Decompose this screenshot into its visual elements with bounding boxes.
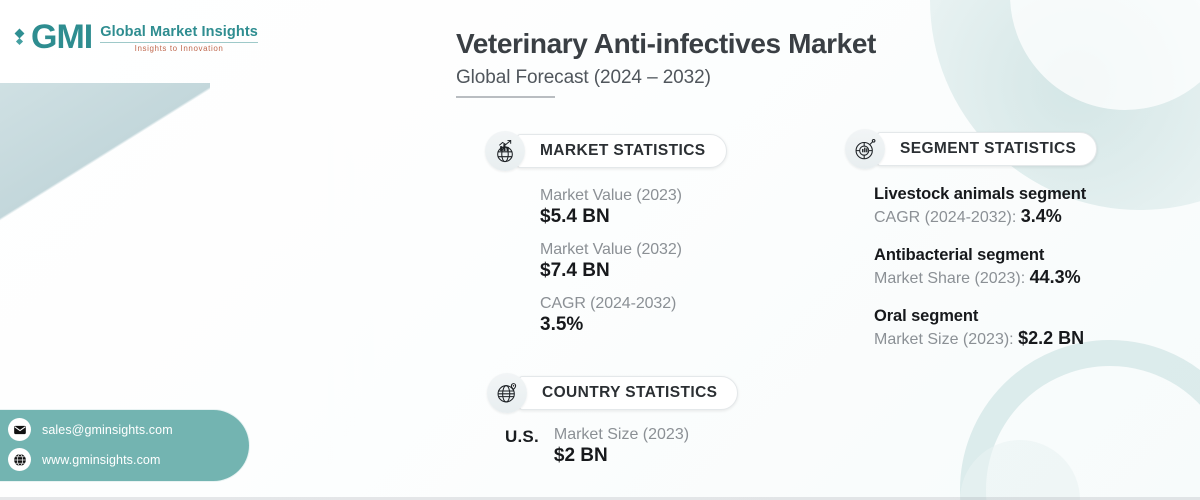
- market-stat-item: Market Value (2032) $7.4 BN: [540, 241, 727, 282]
- market-stat-label: CAGR (2024-2032): [540, 295, 677, 312]
- segment-metric-value: 3.4%: [1020, 206, 1062, 226]
- contact-website-text: www.gminsights.com: [42, 452, 161, 467]
- market-statistics-header: MARKET STATISTICS: [485, 131, 727, 171]
- segment-metric: CAGR (2024-2032): 3.4%: [874, 206, 1097, 227]
- country-statistics-header: COUNTRY STATISTICS: [487, 373, 739, 413]
- logo-company-name: Global Market Insights: [100, 23, 258, 40]
- title-divider: [456, 96, 555, 98]
- page-subtitle: Global Forecast (2024 – 2032): [456, 67, 711, 88]
- market-stat-item: CAGR (2024-2032) 3.5%: [540, 295, 727, 336]
- segment-metric-label: Market Share (2023):: [874, 270, 1030, 287]
- logo-mark-text: GMI: [31, 18, 93, 56]
- country-statistics-block: COUNTRY STATISTICS U.S. Market Size (202…: [487, 373, 739, 467]
- segment-statistics-list: Livestock animals segment CAGR (2024-203…: [874, 185, 1097, 349]
- market-statistics-label: MARKET STATISTICS: [517, 134, 727, 168]
- segment-title: Antibacterial segment: [874, 246, 1045, 264]
- country-name: U.S.: [505, 427, 539, 446]
- market-stat-value: $7.4 BN: [540, 260, 610, 281]
- segment-metric-value: $2.2 BN: [1018, 328, 1085, 348]
- country-statistics-label: COUNTRY STATISTICS: [519, 376, 739, 410]
- country-metric-value: $2 BN: [553, 445, 608, 466]
- market-stat-label: Market Value (2032): [540, 241, 682, 258]
- segment-metric: Market Share (2023): 44.3%: [874, 267, 1097, 288]
- contact-panel: sales@gminsights.com www.gminsights.com: [0, 409, 250, 482]
- logo-divider: [100, 41, 258, 43]
- market-statistics-block: MARKET STATISTICS Market Value (2023) $5…: [485, 131, 727, 336]
- segment-metric-label: CAGR (2024-2032):: [874, 209, 1021, 226]
- page-title: Veterinary Anti-infectives Market: [456, 28, 876, 59]
- decorative-circle-bottom-right: [960, 440, 1080, 500]
- globe-icon: [8, 448, 31, 471]
- contact-email-text: sales@gminsights.com: [42, 422, 173, 437]
- diamond-mark-icon: [14, 28, 25, 46]
- logo-tagline: Insights to Innovation: [134, 43, 224, 53]
- segment-statistics-label: SEGMENT STATISTICS: [877, 132, 1098, 166]
- segment-statistics-block: SEGMENT STATISTICS Livestock animals seg…: [845, 129, 1098, 349]
- segment-stat-item: Oral segment Market Size (2023): $2.2 BN: [874, 307, 1097, 349]
- company-logo[interactable]: GMI Global Market Insights Insights to I…: [14, 18, 258, 56]
- contact-email-row[interactable]: sales@gminsights.com: [8, 418, 239, 441]
- segment-stat-item: Livestock animals segment CAGR (2024-203…: [874, 185, 1097, 227]
- market-stat-label: Market Value (2023): [540, 187, 682, 204]
- contact-website-row[interactable]: www.gminsights.com: [8, 448, 239, 471]
- market-stat-value: $5.4 BN: [540, 206, 610, 227]
- country-metric-label: Market Size (2023): [553, 426, 690, 443]
- segment-metric-label: Market Size (2023):: [874, 331, 1019, 348]
- decorative-circle-top-right-inner: [1010, 0, 1200, 110]
- segment-stat-item: Antibacterial segment Market Share (2023…: [874, 246, 1097, 288]
- pie-chart-bars-icon: [845, 129, 885, 169]
- segment-statistics-header: SEGMENT STATISTICS: [845, 129, 1098, 169]
- envelope-icon: [8, 418, 31, 441]
- globe-bar-chart-icon: [485, 131, 525, 171]
- market-stat-item: Market Value (2023) $5.4 BN: [540, 187, 727, 228]
- market-statistics-list: Market Value (2023) $5.4 BN Market Value…: [540, 187, 727, 336]
- country-statistics-row: U.S. Market Size (2023) $2 BN: [505, 426, 738, 467]
- decorative-ring-bottom-right: [960, 340, 1200, 500]
- segment-metric-value: 44.3%: [1029, 267, 1081, 287]
- segment-title: Oral segment: [874, 307, 979, 325]
- segment-title: Livestock animals segment: [874, 185, 1087, 203]
- market-stat-value: 3.5%: [540, 314, 584, 335]
- globe-pin-icon: [487, 373, 527, 413]
- segment-metric: Market Size (2023): $2.2 BN: [874, 328, 1097, 349]
- bottom-edge-line: [0, 497, 1200, 500]
